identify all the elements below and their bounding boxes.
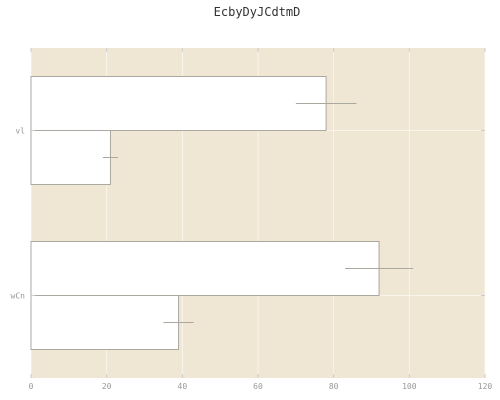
x-tick-label-5: 100 (402, 382, 417, 391)
bar-vl-series-0 (30, 130, 111, 185)
x-tick-label-4: 80 (329, 382, 339, 391)
chart-title: EcbyDyJCdtmD (214, 5, 301, 19)
x-tick-label-3: 60 (253, 382, 263, 391)
x-tick-label-6: 120 (478, 382, 493, 391)
bar-wCn-series-1 (30, 241, 380, 296)
bar-wCn-series-0 (30, 295, 180, 350)
bars (30, 76, 414, 350)
y-tick-label-1: vl (15, 127, 25, 136)
x-tick-label-2: 40 (178, 382, 188, 391)
ticks: 0 20 40 60 80 100 120 wCn vl (11, 48, 493, 391)
y-tick-label-0: wCn (11, 292, 26, 301)
bar-vl-series-1 (30, 76, 327, 131)
x-tick-label-1: 20 (102, 382, 112, 391)
x-tick-label-0: 0 (29, 382, 34, 391)
